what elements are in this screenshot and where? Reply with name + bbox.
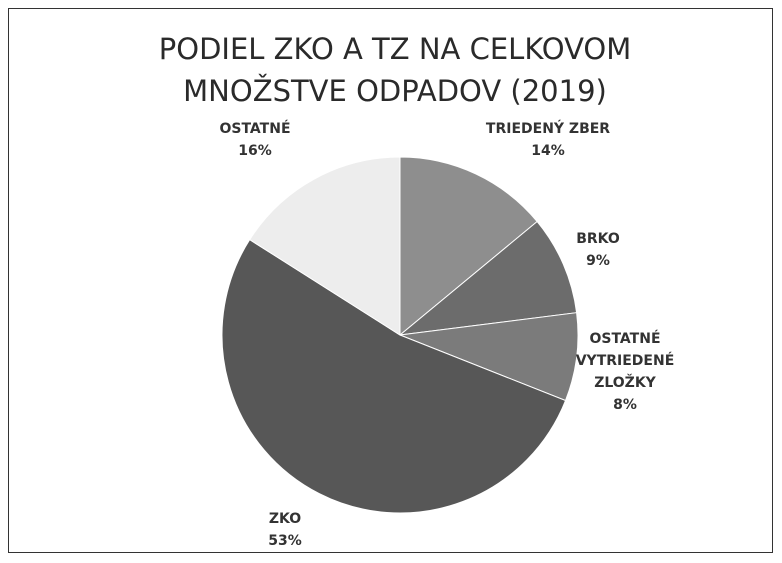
slice-label: TRIEDENÝ ZBER 14%	[468, 118, 628, 162]
pie-slice	[399, 156, 538, 337]
category-label: BRKO	[576, 231, 620, 247]
value-label: 53%	[268, 533, 302, 549]
value-label: 9%	[586, 253, 610, 269]
pie-slice	[249, 156, 401, 336]
slice-label: OSTATNÉ 16%	[205, 118, 305, 162]
pie-slice	[221, 238, 567, 514]
slice-label: BRKO 9%	[558, 228, 638, 272]
category-label: ZKO	[268, 511, 302, 527]
value-label: 8%	[613, 397, 637, 413]
slice-label: ZKO 53%	[245, 508, 325, 552]
pie-slice	[399, 312, 579, 402]
category-label: TRIEDENÝ ZBER	[485, 121, 611, 137]
value-label: 16%	[238, 143, 272, 159]
slice-label: OSTATNÉ VYTRIEDENÉ ZLOŽKY 8%	[570, 328, 680, 416]
category-label: OSTATNÉ VYTRIEDENÉ ZLOŽKY	[575, 331, 675, 391]
pie-slice	[398, 220, 578, 336]
category-label: OSTATNÉ	[219, 121, 291, 137]
chart-frame	[8, 8, 773, 553]
value-label: 14%	[531, 143, 565, 159]
chart-title: PODIEL ZKO A TZ NA CELKOVOM MNOŽSTVE ODP…	[158, 32, 632, 108]
